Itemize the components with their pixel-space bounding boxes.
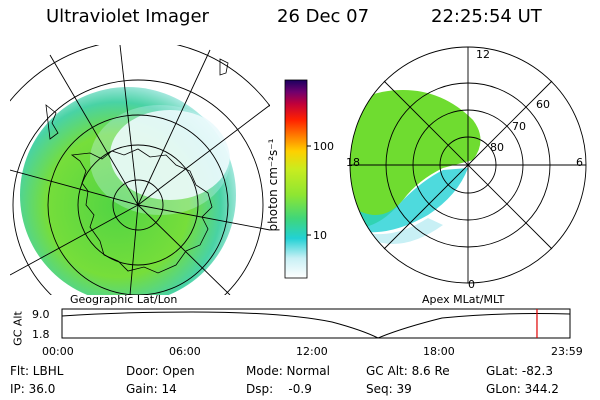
mlt-lat-70: 70 bbox=[512, 120, 526, 133]
mlt-lat-80: 80 bbox=[490, 141, 504, 154]
mlt-grid bbox=[349, 46, 587, 284]
status-glat: GLat: -82.3 bbox=[486, 364, 553, 378]
alt-ytick-low: 1.8 bbox=[32, 328, 50, 341]
status-ip: IP: 36.0 bbox=[10, 382, 56, 396]
coastline bbox=[45, 58, 229, 274]
date-label: 26 Dec 07 bbox=[277, 6, 370, 27]
mlt-lat-60: 60 bbox=[536, 98, 550, 111]
altitude-curve bbox=[61, 311, 571, 339]
alt-ylabel: GC Alt bbox=[11, 311, 25, 346]
mlt-panel-label: Apex MLat/MLT bbox=[422, 293, 505, 306]
instrument-title: Ultraviolet Imager bbox=[46, 6, 209, 27]
colorbar-tick-10: 10 bbox=[313, 229, 327, 242]
mlt-aurora-region bbox=[350, 90, 481, 229]
geographic-map bbox=[10, 45, 270, 295]
alt-xtick-4: 23:59 bbox=[551, 345, 583, 358]
status-seq: Seq: 39 bbox=[366, 382, 412, 396]
status-glon: GLon: 344.2 bbox=[486, 382, 559, 396]
altitude-plot bbox=[61, 308, 571, 339]
alt-xtick-0: 00:00 bbox=[42, 345, 74, 358]
status-gcalt: GC Alt: 8.6 Re bbox=[366, 364, 450, 378]
alt-ytick-high: 9.0 bbox=[32, 308, 50, 321]
status-gain: Gain: 14 bbox=[126, 382, 177, 396]
alt-xtick-2: 12:00 bbox=[296, 345, 328, 358]
status-mode: Mode: Normal bbox=[246, 364, 330, 378]
mlt-hour-6: 6 bbox=[576, 156, 583, 169]
mlt-polar-plot bbox=[349, 46, 587, 284]
status-dsp: Dsp: -0.9 bbox=[246, 382, 312, 396]
time-label: 22:25:54 UT bbox=[431, 6, 542, 27]
mlt-hour-18: 18 bbox=[346, 156, 360, 169]
alt-xtick-1: 06:00 bbox=[169, 345, 201, 358]
status-door: Door: Open bbox=[126, 364, 195, 378]
colorbar-unit-label: photon cm⁻²s⁻¹ bbox=[266, 138, 280, 232]
mlt-hour-12: 12 bbox=[476, 48, 490, 61]
mlt-hour-0: 0 bbox=[468, 278, 475, 291]
geo-panel-label: Geographic Lat/Lon bbox=[70, 293, 178, 306]
geo-grid bbox=[10, 45, 270, 295]
status-flt: Flt: LBHL bbox=[10, 364, 64, 378]
alt-xtick-3: 18:00 bbox=[423, 345, 455, 358]
colorbar bbox=[284, 79, 311, 279]
colorbar-tick-100: 100 bbox=[313, 140, 334, 153]
